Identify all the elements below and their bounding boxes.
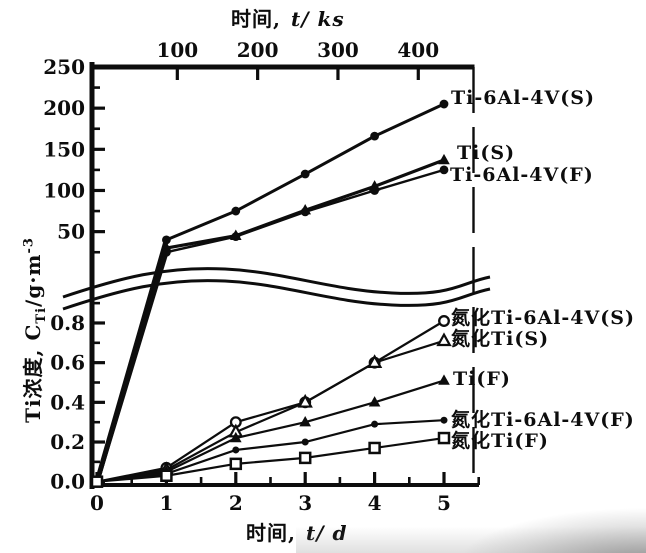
series-curves [89, 99, 452, 488]
series-label-nitrided-ti-6al-4v-s: 氮化Ti-6Al-4V(S) [451, 307, 635, 329]
y-axis-title-prefix: Ti浓度, C [21, 323, 45, 423]
svg-text:200: 200 [43, 96, 85, 120]
svg-text:3: 3 [298, 491, 312, 515]
series-label-ti-6al-4v-f: Ti-6Al-4V(F) [450, 164, 594, 186]
series-curve-7 [90, 431, 451, 488]
svg-text:100: 100 [43, 178, 85, 202]
axis-break-wavy-lines [62, 267, 491, 311]
series-curve-5 [91, 374, 450, 486]
svg-text:150: 150 [43, 137, 85, 161]
svg-text:100: 100 [156, 38, 198, 62]
series-curve-4 [89, 332, 452, 487]
series-curve-1 [94, 153, 450, 483]
bottom-axis-title: 时间, t/ d [246, 517, 347, 546]
series-label-nitrided-ti-6al-4v-f: 氮化Ti-6Al-4V(F) [451, 409, 635, 431]
y-axis-title-mid: /g·m [21, 253, 45, 307]
svg-text:0.2: 0.2 [50, 430, 85, 454]
series-curve-0 [94, 99, 449, 483]
svg-text:0.4: 0.4 [50, 390, 85, 414]
top-axis-title-unit: t/ ks [290, 7, 345, 31]
y-axis-title-superscript: -3 [21, 237, 37, 254]
svg-text:0: 0 [90, 491, 104, 515]
series-label-ti-f: Ti(F) [453, 368, 511, 390]
svg-text:5: 5 [437, 491, 451, 515]
series-curve-6 [93, 416, 448, 486]
series-label-ti-6al-4v-s: Ti-6Al-4V(S) [451, 87, 595, 109]
svg-text:0.6: 0.6 [50, 351, 85, 375]
bottom-axis-title-unit: t/ d [305, 521, 348, 545]
svg-text:2: 2 [229, 491, 243, 515]
series-curve-2 [94, 165, 449, 483]
series-label-nitrided-ti-s: 氮化Ti(S) [451, 328, 550, 350]
svg-text:4: 4 [368, 491, 382, 515]
svg-text:50: 50 [57, 220, 85, 244]
bottom-axis-title-cjk: 时间, [246, 521, 296, 545]
svg-text:0.0: 0.0 [50, 470, 85, 494]
svg-text:250: 250 [43, 55, 85, 79]
y-axis-title: Ti浓度, CTi/g·m-3 [17, 154, 49, 506]
y-axis-title-subscript: Ti [34, 306, 49, 324]
svg-text:400: 400 [397, 38, 439, 62]
series-label-nitrided-ti-f: 氮化Ti(F) [451, 430, 549, 452]
series-label-ti-s: Ti(S) [457, 142, 516, 164]
top-axis-title-cjk: 时间, [231, 7, 281, 31]
svg-text:0.8: 0.8 [50, 311, 85, 335]
svg-text:200: 200 [237, 38, 279, 62]
svg-text:1: 1 [159, 491, 173, 515]
svg-text:300: 300 [317, 38, 359, 62]
axes [89, 62, 481, 489]
top-axis-title: 时间, t/ ks [231, 3, 345, 32]
